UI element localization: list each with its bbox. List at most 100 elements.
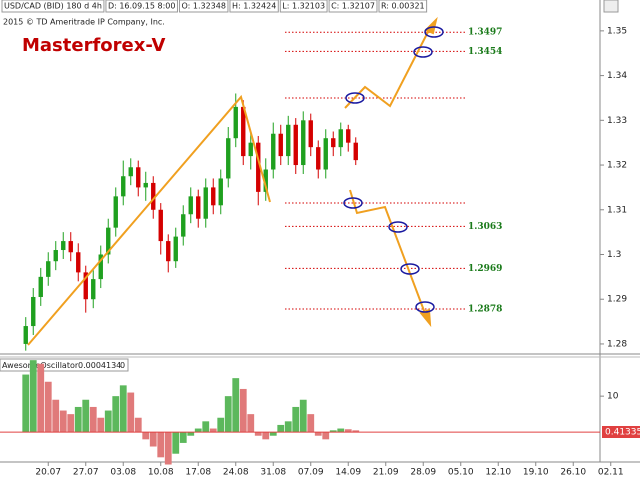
candle-body — [106, 227, 111, 255]
info-item: H: 1.32424 — [232, 2, 276, 11]
y-tick-label: 10 — [607, 392, 619, 402]
oscillator-bar — [329, 430, 337, 433]
oscillator-bar — [179, 432, 187, 443]
candle-body — [83, 272, 88, 300]
x-tick-label: 20.07 — [35, 468, 61, 478]
oscillator-bar — [22, 374, 30, 433]
oscillator-bar — [232, 378, 240, 433]
point-marker — [415, 301, 435, 313]
candle-body — [31, 296, 36, 327]
candle-body — [211, 187, 216, 206]
oscillator-bar — [262, 432, 270, 440]
x-tick-label: 02.11 — [598, 468, 624, 478]
oscillator-bar — [149, 432, 157, 447]
oscillator-bar — [247, 414, 255, 433]
oscillator-bar — [292, 406, 300, 433]
y-tick-label: 1.33 — [607, 116, 627, 126]
level-label: 1.3063 — [468, 222, 502, 232]
candle-body — [278, 133, 283, 157]
x-tick-label: 03.08 — [110, 468, 136, 478]
candle-body — [316, 147, 321, 170]
candle-body — [293, 124, 298, 166]
oscillator-value: 0.0004134 — [78, 361, 121, 370]
info-item: R: 0.00321 — [381, 2, 425, 11]
y-tick-label: 1.32 — [607, 161, 627, 171]
oscillator-bar — [112, 396, 120, 433]
oscillator-bar — [164, 432, 172, 465]
x-tick-label: 21.09 — [373, 468, 399, 478]
oscillator-bar — [44, 381, 52, 433]
candle-body — [218, 178, 223, 206]
oscillator-bar — [127, 392, 135, 433]
candle-body — [263, 169, 268, 192]
x-tick-label: 05.10 — [448, 468, 474, 478]
info-item: O: 1.32348 — [181, 2, 225, 11]
candle-body — [121, 176, 126, 197]
x-tick-label: 17.08 — [185, 468, 211, 478]
x-tick-label: 27.07 — [73, 468, 99, 478]
x-tick-label: 26.10 — [560, 468, 586, 478]
oscillator-bar — [59, 410, 67, 433]
candle-body — [151, 182, 156, 210]
oscillator-bar — [322, 432, 330, 440]
projection-up — [344, 27, 431, 109]
candle-body — [233, 106, 238, 139]
oscillator-bar — [157, 432, 165, 458]
candle-body — [76, 252, 81, 273]
oscillator-bar — [187, 432, 195, 436]
oscillator-bar — [344, 429, 352, 433]
y-tick-label: 1.31 — [607, 205, 627, 215]
y-tick-label: 1.29 — [607, 295, 627, 305]
candle-body — [346, 129, 351, 143]
oscillator-bar — [239, 388, 247, 433]
candle-body — [271, 133, 276, 170]
candle-body — [68, 241, 73, 253]
projection-down — [349, 189, 427, 317]
candle-body — [46, 261, 51, 277]
level-label: 1.3497 — [468, 28, 502, 38]
x-tick-label: 07.09 — [298, 468, 324, 478]
candle-body — [203, 187, 208, 219]
oscillator-bar — [74, 406, 82, 433]
x-tick-label: 14.09 — [335, 468, 361, 478]
candle-body — [188, 196, 193, 215]
oscillator-bar — [314, 432, 322, 436]
info-item: C: 1.32107 — [331, 2, 375, 11]
oscillator-bar — [269, 432, 277, 436]
candle-body — [128, 167, 133, 177]
y-tick-label: 1.28 — [607, 339, 627, 349]
info-bar: USD/CAD (BID) 180 d 4h D: 16.09.15 8:00 O:… — [1, 0, 428, 13]
oscillator-value: 0 — [120, 361, 125, 370]
y-tick-label: 1.3 — [607, 250, 621, 260]
candle-body — [241, 106, 246, 157]
candle-body — [158, 209, 163, 242]
candle-body — [113, 196, 118, 228]
level-label: 1.3454 — [468, 47, 502, 57]
point-marker — [345, 92, 365, 104]
info-item: L: 1.32103 — [282, 2, 325, 11]
oscillator-bar — [337, 428, 345, 433]
candle-body — [53, 250, 58, 262]
x-tick-label: 12.10 — [485, 468, 511, 478]
oscillator-bar — [202, 421, 210, 433]
candle-body — [38, 276, 43, 297]
candle-body — [286, 124, 291, 157]
x-tick-label: 19.10 — [523, 468, 549, 478]
info-box — [378, 0, 428, 13]
candle-body — [166, 241, 171, 262]
oscillator-bar — [67, 414, 75, 433]
last-value-label: 0.41335 — [605, 428, 640, 438]
candle-body — [248, 142, 253, 157]
oscillator-bar — [277, 424, 285, 433]
oscillator-bar — [307, 414, 315, 433]
candle-body — [323, 138, 328, 170]
point-marker — [400, 263, 420, 275]
level-label: 1.2969 — [468, 264, 502, 274]
menu-button[interactable] — [603, 0, 619, 13]
candle-body — [196, 196, 201, 219]
candle-body — [308, 120, 313, 148]
level-label: 1.2878 — [468, 305, 502, 315]
x-tick-label: 10.08 — [148, 468, 174, 478]
info-box — [279, 0, 328, 13]
